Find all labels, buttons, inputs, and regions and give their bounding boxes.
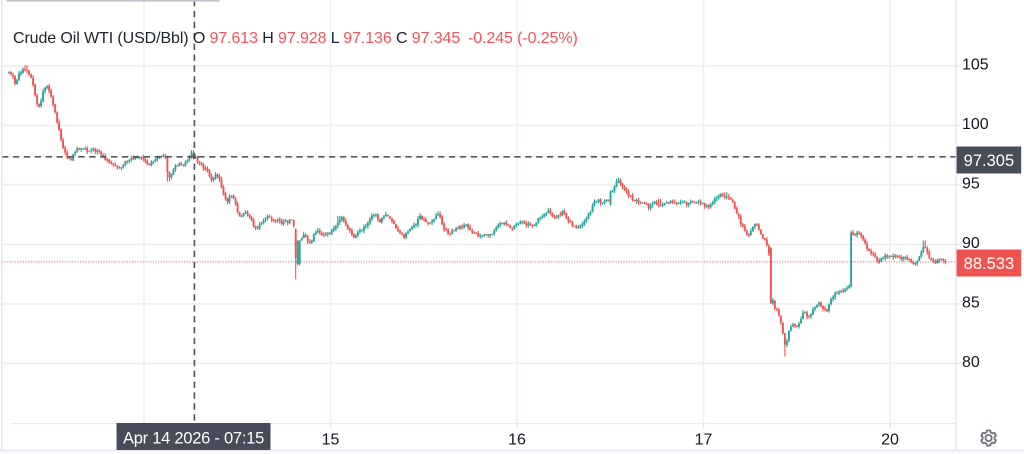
svg-text:Apr 14 2026 - 07:15: Apr 14 2026 - 07:15 [123, 429, 264, 447]
svg-text:88.533: 88.533 [964, 255, 1014, 273]
svg-text:16: 16 [508, 432, 526, 449]
svg-text:100: 100 [962, 116, 989, 133]
svg-text:15: 15 [322, 432, 340, 449]
svg-text:80: 80 [962, 354, 980, 371]
svg-text:Crude Oil WTI (USD/Bbl) O 97.6: Crude Oil WTI (USD/Bbl) O 97.613 H 97.92… [13, 30, 578, 47]
svg-text:95: 95 [962, 175, 980, 192]
svg-text:90: 90 [962, 235, 980, 252]
svg-text:17: 17 [695, 432, 713, 449]
svg-text:105: 105 [962, 57, 989, 74]
svg-text:97.305: 97.305 [964, 152, 1014, 170]
svg-text:85: 85 [962, 295, 980, 312]
svg-text:20: 20 [881, 432, 899, 449]
